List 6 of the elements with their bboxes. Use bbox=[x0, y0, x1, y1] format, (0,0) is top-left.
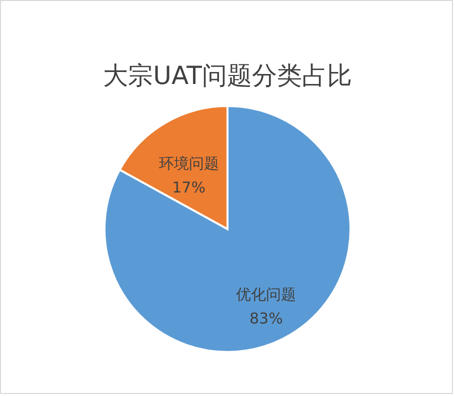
data-label: 83% bbox=[250, 309, 283, 328]
slice-label: 优化问题 bbox=[236, 285, 296, 304]
data-label: 17% bbox=[172, 178, 206, 197]
slice-label: 环境问题 bbox=[158, 154, 219, 173]
pie-slice bbox=[104, 105, 352, 353]
chart-title: 大宗UAT问题分类占比 bbox=[103, 61, 352, 90]
